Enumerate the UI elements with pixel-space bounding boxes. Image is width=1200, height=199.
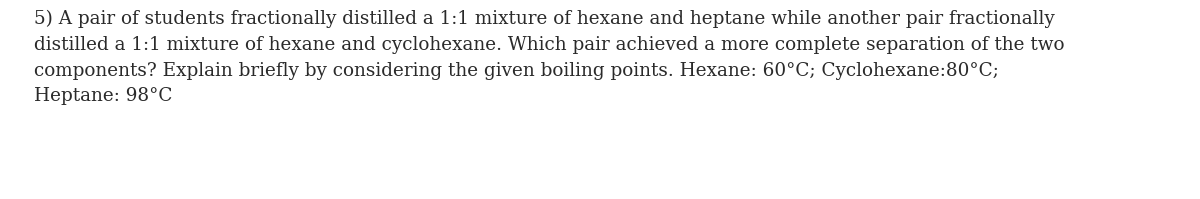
Text: 5) A pair of students fractionally distilled a 1:1 mixture of hexane and heptane: 5) A pair of students fractionally disti… <box>34 10 1064 105</box>
